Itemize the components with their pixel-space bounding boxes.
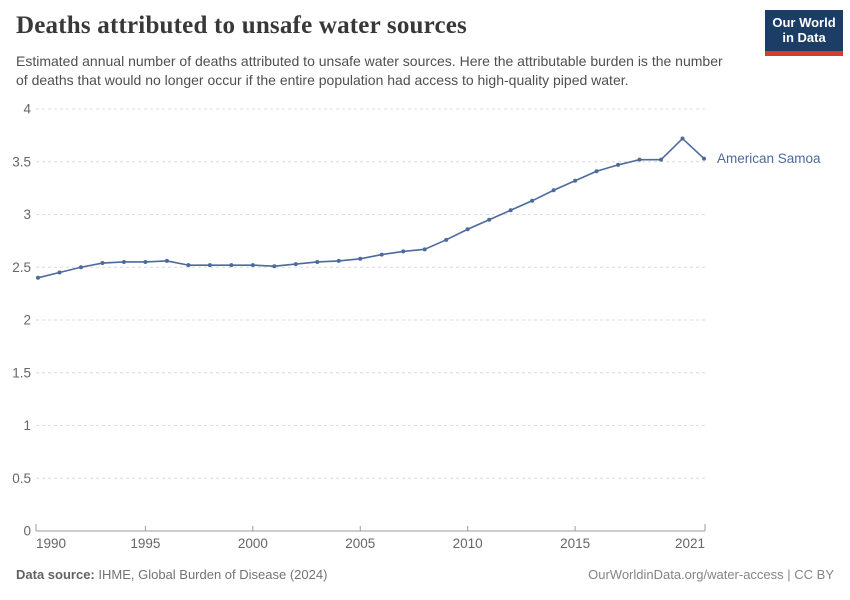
x-axis-tick-label: 2005 xyxy=(345,536,375,551)
y-axis-tick-label: 3 xyxy=(23,207,31,222)
data-point xyxy=(551,188,556,193)
data-point xyxy=(336,258,341,263)
data-point xyxy=(272,264,277,269)
data-point xyxy=(229,263,234,268)
license-link[interactable]: OurWorldinData.org/water-access | CC BY xyxy=(588,567,834,582)
data-point xyxy=(401,249,406,254)
data-point xyxy=(702,156,706,161)
owid-logo-text-line1: Our World xyxy=(772,15,836,30)
data-point xyxy=(100,261,105,266)
y-axis-tick-label: 1.5 xyxy=(12,365,31,380)
data-point xyxy=(573,178,578,183)
data-line xyxy=(37,137,705,279)
data-point xyxy=(444,237,449,242)
page-title: Deaths attributed to unsafe water source… xyxy=(16,12,467,39)
data-point xyxy=(530,198,535,203)
data-point xyxy=(465,227,470,232)
data-point xyxy=(379,252,384,257)
data-point xyxy=(164,258,169,263)
data-point xyxy=(36,275,40,280)
data-source-label: Data source: xyxy=(16,567,95,582)
data-point xyxy=(57,270,62,275)
data-point xyxy=(293,262,298,267)
x-axis-tick-label: 1995 xyxy=(130,536,160,551)
data-point xyxy=(487,217,492,222)
data-source-note: Data source: IHME, Global Burden of Dise… xyxy=(16,567,327,582)
owid-logo-text-line2: in Data xyxy=(782,30,826,45)
data-point xyxy=(250,263,255,268)
x-axis-tick-label: 2015 xyxy=(560,536,590,551)
data-point xyxy=(659,157,664,162)
data-point xyxy=(508,208,513,213)
data-point xyxy=(186,263,191,268)
y-axis-tick-label: 0 xyxy=(23,524,31,539)
y-axis-tick-label: 3.5 xyxy=(12,154,31,169)
data-point xyxy=(680,136,685,141)
series-entity-label: American Samoa xyxy=(717,151,821,166)
data-point xyxy=(121,259,126,264)
y-axis-tick-label: 1 xyxy=(23,418,31,433)
owid-logo[interactable]: Our World in Data xyxy=(765,10,843,56)
data-point xyxy=(616,162,621,167)
data-point xyxy=(358,256,363,261)
x-axis-tick-label: 2000 xyxy=(238,536,268,551)
data-point xyxy=(143,259,148,264)
data-point xyxy=(422,247,427,252)
data-point xyxy=(207,263,212,268)
x-axis-tick-label: 1990 xyxy=(36,536,66,551)
chart-subtitle: Estimated annual number of deaths attrib… xyxy=(16,53,723,88)
data-point xyxy=(78,265,83,270)
data-source-value: IHME, Global Burden of Disease (2024) xyxy=(94,567,328,582)
y-axis-tick-label: 2.5 xyxy=(12,260,31,275)
x-axis-tick-label: 2021 xyxy=(675,536,705,551)
data-point xyxy=(315,259,320,264)
data-point xyxy=(637,157,642,162)
y-axis-tick-label: 4 xyxy=(23,102,31,117)
x-axis-tick-label: 2010 xyxy=(453,536,483,551)
y-axis-tick-label: 0.5 xyxy=(12,471,31,486)
data-point xyxy=(594,169,599,174)
y-axis-tick-label: 2 xyxy=(23,313,31,328)
